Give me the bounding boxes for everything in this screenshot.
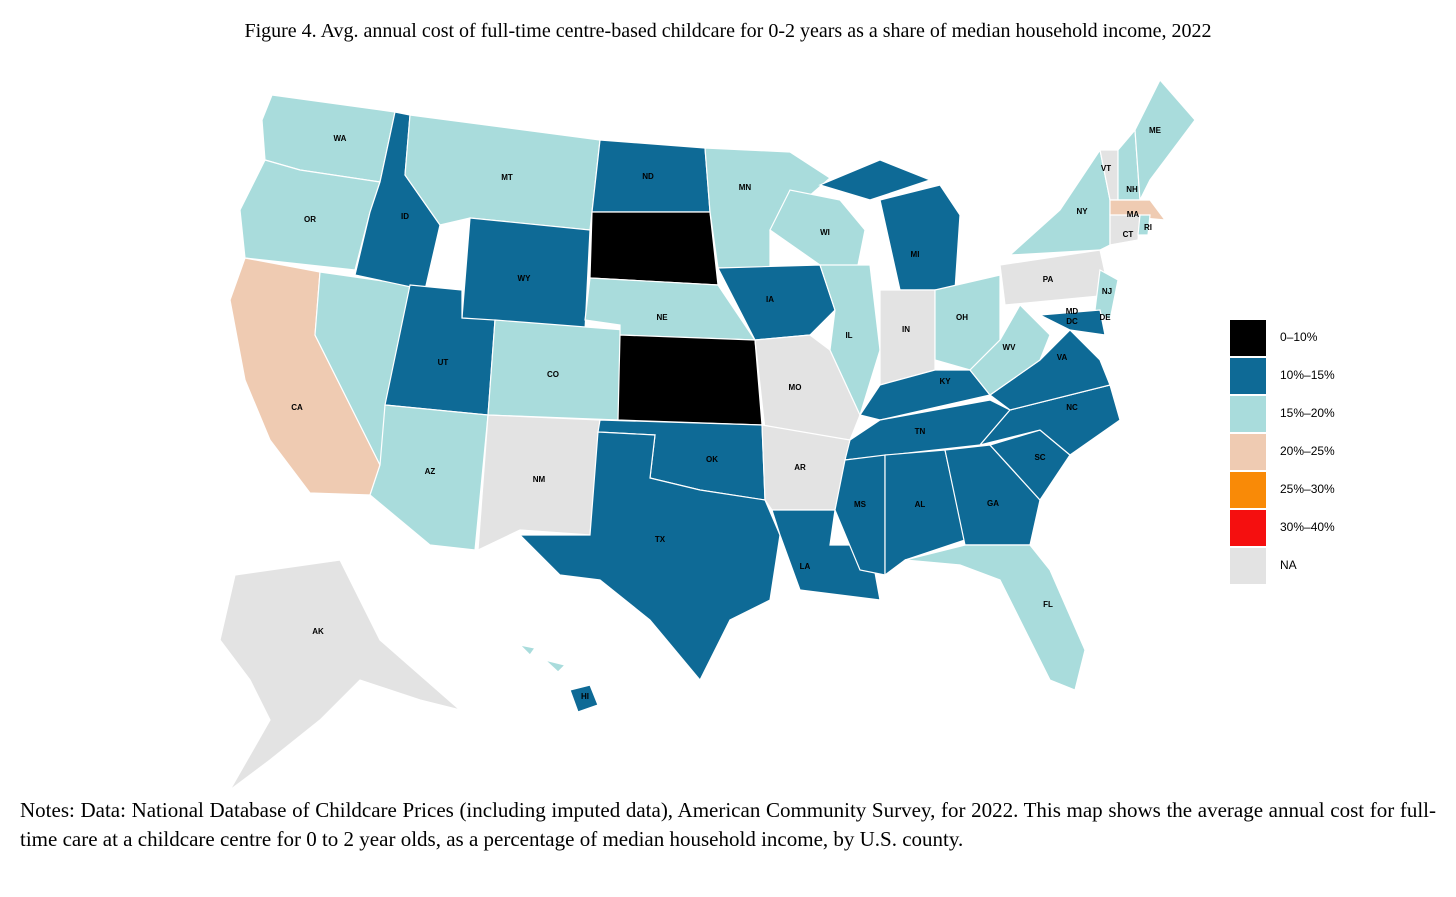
state-label: VT (1101, 164, 1111, 173)
region (761, 424, 851, 511)
region (1109, 214, 1141, 246)
legend-swatch (1230, 396, 1266, 432)
region (569, 684, 599, 713)
state-label: NC (1066, 403, 1078, 412)
state-label: MA (1127, 210, 1140, 219)
region (617, 334, 763, 426)
state-label: MI (911, 250, 920, 259)
region (589, 211, 719, 286)
state-label: WI (820, 228, 830, 237)
state-label: NY (1076, 207, 1088, 216)
region (1137, 214, 1151, 236)
region (944, 444, 1041, 546)
state-label: RI (1144, 223, 1152, 232)
state-label: TN (915, 427, 926, 436)
region (544, 659, 567, 673)
region (1094, 269, 1119, 321)
state-label: OR (304, 215, 316, 224)
region (518, 431, 781, 682)
region (1134, 78, 1196, 203)
notes: Notes: Data: National Database of Childc… (20, 798, 1436, 851)
region (884, 449, 966, 577)
state-label: NJ (1102, 287, 1112, 296)
legend-label: 30%–40% (1280, 520, 1335, 534)
region (1008, 148, 1111, 256)
region (904, 544, 1086, 691)
state-label: IA (766, 295, 774, 304)
state-label: MS (854, 500, 867, 509)
state-label: AK (312, 627, 324, 636)
legend-label: 25%–30% (1280, 482, 1335, 496)
state-label: IL (845, 331, 852, 340)
state-label: UT (438, 358, 449, 367)
state-label: ME (1149, 126, 1162, 135)
state-label: NH (1126, 185, 1138, 194)
legend-swatch (1230, 434, 1266, 470)
state-label: CA (291, 403, 303, 412)
state-label: MT (501, 173, 513, 182)
state-label: KS (684, 390, 696, 399)
state-label: MD (1066, 307, 1079, 316)
region (1037, 309, 1106, 336)
legend-label: 15%–20% (1280, 406, 1335, 420)
state-label: ND (642, 172, 654, 181)
region (834, 454, 886, 576)
region (879, 289, 936, 386)
state-label: LA (800, 562, 811, 571)
legend-label: NA (1280, 558, 1297, 572)
legend-swatch (1230, 358, 1266, 394)
map: WA OR CA ID MT WY UT AZ CO NM ND NE KS OK TX MN IA MO AR LA… (219, 78, 1335, 790)
state-label: ID (401, 212, 409, 221)
state-label: MN (739, 183, 752, 192)
state-label: WY (518, 274, 532, 283)
region (477, 414, 601, 551)
region (219, 559, 461, 790)
region (999, 249, 1111, 306)
region (717, 264, 836, 341)
state-label: DE (1099, 313, 1111, 322)
region (818, 159, 932, 201)
state-label: CO (547, 370, 559, 379)
state-label: AZ (425, 467, 436, 476)
legend-swatch (1230, 548, 1266, 584)
state-label: DC (1066, 317, 1078, 326)
state-label: WA (334, 134, 347, 143)
state-label: IN (902, 325, 910, 334)
legend-swatch (1230, 472, 1266, 508)
state-label: AR (794, 463, 806, 472)
region (704, 147, 831, 269)
region (518, 644, 537, 656)
state-label: NE (656, 313, 668, 322)
region (369, 404, 489, 551)
region (879, 184, 961, 291)
state-label: HI (581, 692, 589, 701)
state-label: CT (1123, 230, 1134, 239)
state-label: PA (1043, 275, 1054, 284)
state-label: SC (1034, 453, 1045, 462)
state-label: MO (789, 383, 802, 392)
state-label: NM (533, 475, 546, 484)
state-label: AL (915, 500, 926, 509)
region (969, 304, 1051, 396)
legend-label: 20%–25% (1280, 444, 1335, 458)
state-label: KY (939, 377, 951, 386)
state-label: FL (1043, 600, 1053, 609)
legend-swatch (1230, 510, 1266, 546)
state-label: VA (1057, 353, 1068, 362)
state-label: TX (655, 535, 666, 544)
figure-title: Figure 4. Avg. annual cost of full-time … (244, 20, 1212, 42)
state-label: WV (1003, 343, 1017, 352)
legend-label: 0–10% (1280, 330, 1318, 344)
state-label: GA (987, 499, 999, 508)
state-label: OK (706, 455, 718, 464)
state-label: OH (956, 313, 968, 322)
legend-swatch (1230, 320, 1266, 356)
legend-label: 10%–15% (1280, 368, 1335, 382)
